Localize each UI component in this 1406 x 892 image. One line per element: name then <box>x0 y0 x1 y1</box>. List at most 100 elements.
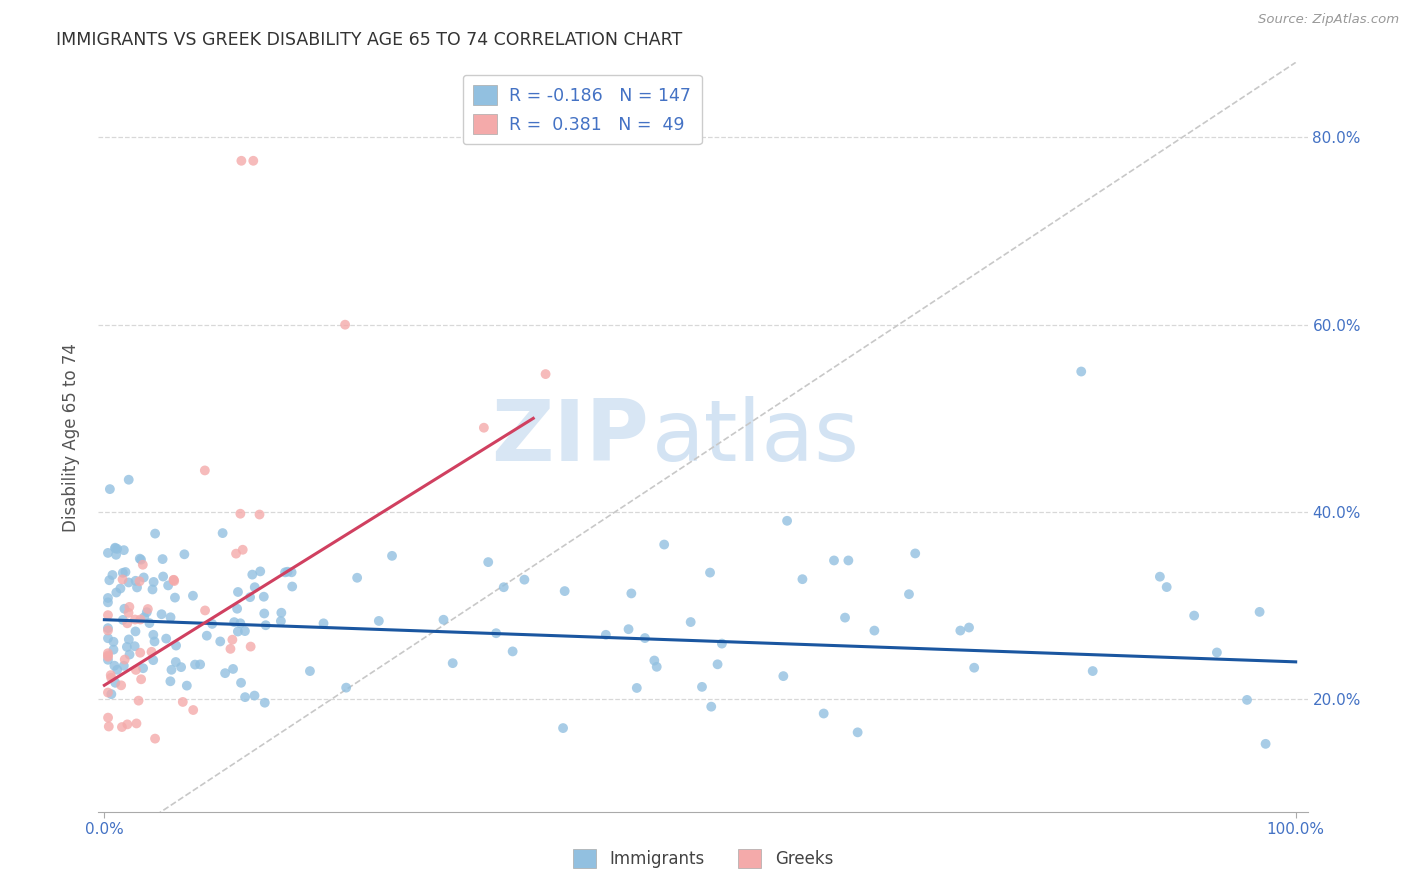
Point <box>281 580 304 594</box>
Point <box>472 420 495 434</box>
Point <box>117 575 139 590</box>
Point <box>1081 664 1104 678</box>
Point <box>1236 693 1258 707</box>
Point <box>98 482 121 496</box>
Point <box>699 566 721 580</box>
Point <box>117 616 139 631</box>
Point <box>194 603 217 617</box>
Point <box>129 646 152 660</box>
Point <box>129 613 152 627</box>
Point <box>100 668 122 682</box>
Point <box>1156 580 1178 594</box>
Point <box>118 648 141 662</box>
Point <box>132 570 155 584</box>
Point <box>112 543 135 558</box>
Point <box>194 463 217 477</box>
Point <box>97 595 120 609</box>
Point <box>184 657 207 672</box>
Point <box>195 629 218 643</box>
Legend: Immigrants, Greeks: Immigrants, Greeks <box>567 842 839 875</box>
Point <box>229 507 252 521</box>
Point <box>249 565 271 579</box>
Point <box>1249 605 1271 619</box>
Point <box>492 580 515 594</box>
Point <box>679 615 702 629</box>
Point <box>97 546 120 560</box>
Point <box>135 605 157 619</box>
Point <box>239 640 262 654</box>
Point <box>254 618 277 632</box>
Point <box>114 565 136 579</box>
Point <box>105 585 128 599</box>
Point <box>253 590 276 604</box>
Point <box>690 680 713 694</box>
Text: IMMIGRANTS VS GREEK DISABILITY AGE 65 TO 74 CORRELATION CHART: IMMIGRANTS VS GREEK DISABILITY AGE 65 TO… <box>56 31 682 49</box>
Point <box>104 541 127 555</box>
Point <box>441 656 464 670</box>
Point <box>142 628 165 642</box>
Point <box>834 610 856 624</box>
Point <box>110 678 132 692</box>
Point <box>551 721 574 735</box>
Point <box>181 589 204 603</box>
Point <box>101 568 124 582</box>
Point <box>776 514 799 528</box>
Point <box>111 573 134 587</box>
Point <box>129 673 152 687</box>
Point <box>125 716 148 731</box>
Point <box>957 621 980 635</box>
Point <box>620 586 643 600</box>
Point <box>270 614 292 628</box>
Point <box>97 719 120 733</box>
Point <box>97 711 120 725</box>
Point <box>1070 364 1092 378</box>
Point <box>534 367 557 381</box>
Point <box>103 658 125 673</box>
Point <box>837 553 859 567</box>
Point <box>129 552 152 566</box>
Point <box>277 565 299 579</box>
Point <box>159 674 181 689</box>
Point <box>333 318 356 332</box>
Point <box>963 661 986 675</box>
Point <box>105 548 128 562</box>
Point <box>141 582 163 597</box>
Point <box>118 599 141 614</box>
Point <box>706 657 728 672</box>
Point <box>214 666 236 681</box>
Point <box>128 551 150 566</box>
Point <box>155 632 177 646</box>
Point <box>242 153 264 168</box>
Point <box>163 574 186 588</box>
Point <box>1254 737 1277 751</box>
Point <box>219 641 242 656</box>
Point <box>104 541 127 556</box>
Point <box>312 616 335 631</box>
Point <box>949 624 972 638</box>
Point <box>165 639 187 653</box>
Point <box>897 587 920 601</box>
Point <box>335 681 357 695</box>
Point <box>112 601 135 615</box>
Point <box>159 610 181 624</box>
Point <box>700 699 723 714</box>
Point <box>97 608 120 623</box>
Point <box>432 613 454 627</box>
Point <box>645 660 668 674</box>
Point <box>124 639 146 653</box>
Point <box>225 547 247 561</box>
Point <box>97 631 120 645</box>
Point <box>97 646 120 660</box>
Point <box>554 584 576 599</box>
Point <box>239 590 262 604</box>
Point <box>97 653 120 667</box>
Point <box>595 628 617 642</box>
Point <box>253 696 276 710</box>
Point <box>224 615 246 629</box>
Point <box>115 640 138 654</box>
Point <box>221 632 243 647</box>
Point <box>128 574 150 589</box>
Point <box>229 675 252 690</box>
Point <box>346 571 368 585</box>
Point <box>253 607 276 621</box>
